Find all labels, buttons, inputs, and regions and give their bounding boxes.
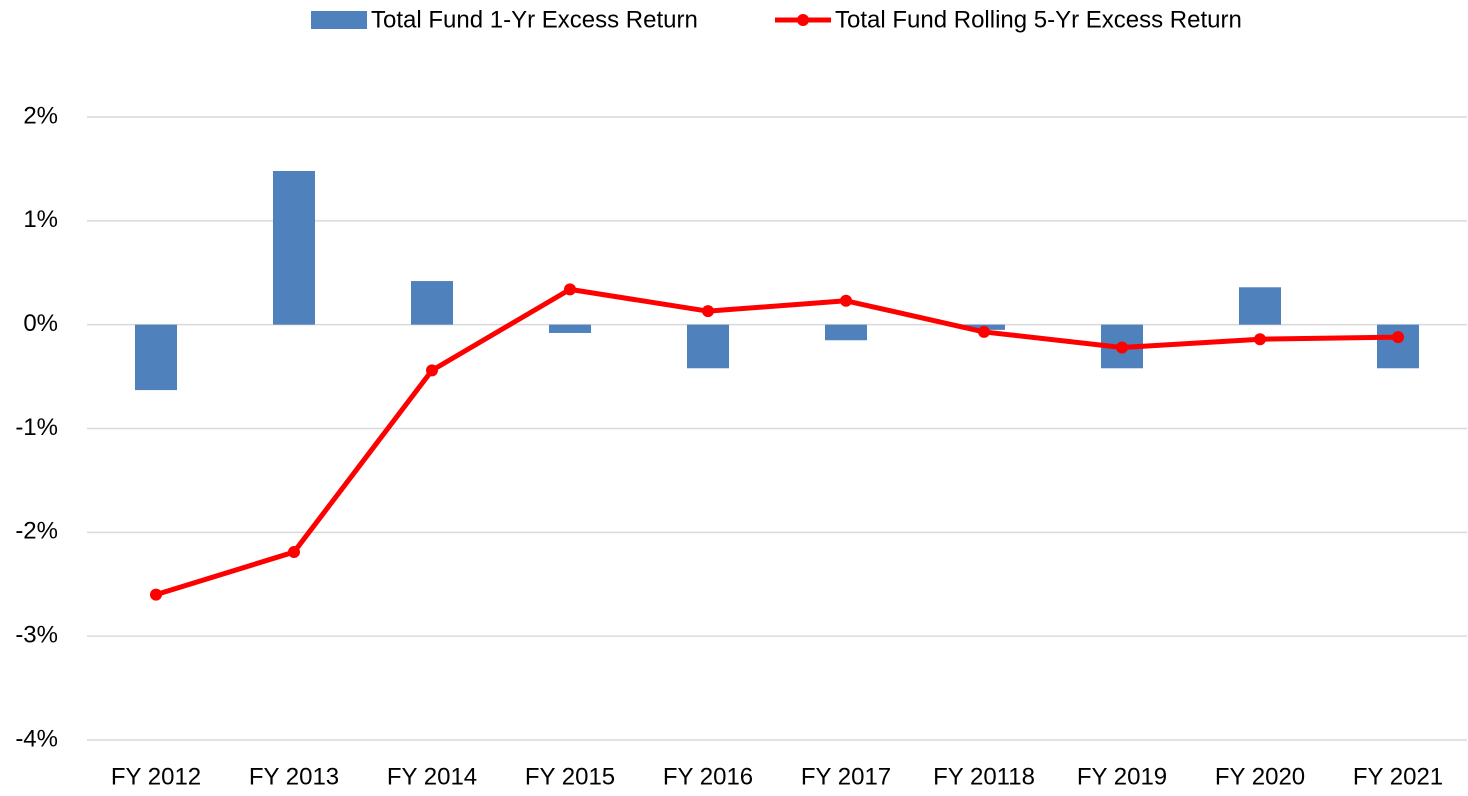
y-tick-label: -1% xyxy=(15,414,58,441)
y-tick-label: 1% xyxy=(23,206,58,233)
legend-label: Total Fund Rolling 5-Yr Excess Return xyxy=(835,6,1242,33)
legend-swatch xyxy=(311,11,367,29)
bar xyxy=(411,281,453,325)
y-tick-label: -3% xyxy=(15,622,58,649)
bar xyxy=(549,324,591,333)
bar xyxy=(273,170,315,325)
line-point xyxy=(978,325,990,338)
line-point xyxy=(1392,331,1404,344)
x-tick-label: FY 2015 xyxy=(525,763,615,790)
x-tick-label: FY 2021 xyxy=(1353,763,1443,790)
line-point xyxy=(702,305,714,318)
x-tick-label: FY 2020 xyxy=(1215,763,1305,790)
legend-swatch xyxy=(797,14,809,26)
bar xyxy=(825,324,867,341)
line-point xyxy=(840,294,852,307)
x-tick-label: FY 2013 xyxy=(249,763,339,790)
y-tick-label: 2% xyxy=(23,102,58,129)
line xyxy=(155,286,1399,598)
x-tick-label: FY 2014 xyxy=(387,763,477,790)
legend-label: Total Fund 1-Yr Excess Return xyxy=(371,6,698,33)
bar xyxy=(687,324,729,369)
line-point xyxy=(426,364,438,377)
line-point xyxy=(288,546,300,559)
x-tick-label: FY 2016 xyxy=(663,763,753,790)
y-tick-label: 0% xyxy=(23,310,58,337)
y-tick-label: -4% xyxy=(15,725,58,752)
line-point xyxy=(150,588,162,601)
x-tick-label: FY 2017 xyxy=(801,763,891,790)
line-point xyxy=(1254,333,1266,346)
x-tick-label: FY 2012 xyxy=(111,763,201,790)
bar xyxy=(1239,287,1281,325)
x-tick-label: FY 2019 xyxy=(1077,763,1167,790)
line-point xyxy=(1116,341,1128,354)
line-point xyxy=(564,283,576,296)
y-tick-label: -2% xyxy=(15,518,58,545)
bar xyxy=(135,324,177,391)
x-tick-label: FY 20118 xyxy=(933,763,1035,790)
